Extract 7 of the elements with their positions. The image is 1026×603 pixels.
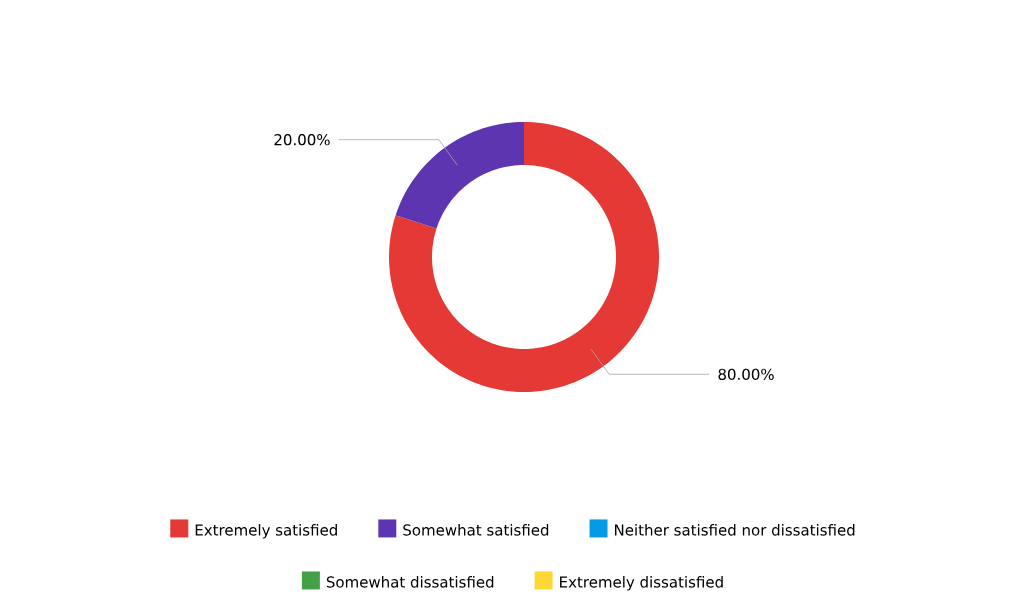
data-label: 20.00% — [274, 134, 330, 146]
legend-label: Extremely dissatisfied — [560, 576, 723, 591]
data-label: 80.00% — [718, 368, 774, 380]
legend-label: Somewhat satisfied — [403, 524, 549, 536]
legend-label: Extremely satisfied — [195, 524, 337, 539]
legend-label: Neither satisfied nor dissatisfied — [614, 524, 855, 536]
legend-label: Somewhat dissatisfied — [326, 576, 494, 588]
